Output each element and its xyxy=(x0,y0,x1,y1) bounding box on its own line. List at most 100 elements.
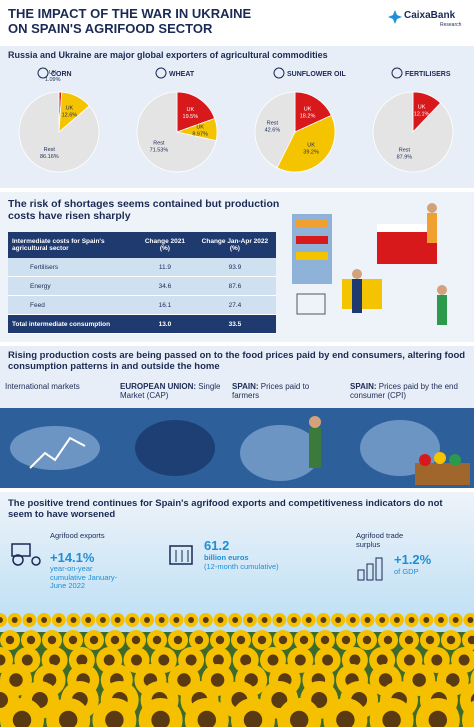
slice-name: Rest xyxy=(267,121,279,127)
sunflower-center xyxy=(335,617,342,623)
header-cell: Change 2021 (%) xyxy=(136,232,194,258)
sunflower-center xyxy=(89,635,99,645)
sunflower-center xyxy=(55,617,62,623)
sunflower-center xyxy=(246,617,253,623)
table-header: Intermediate costs for Spain's agricultu… xyxy=(8,232,276,258)
pie-slice xyxy=(176,91,216,133)
slice-name: Rest xyxy=(44,147,56,153)
cell: 87.6 xyxy=(193,276,276,296)
sunflower-center xyxy=(311,692,328,708)
sunflower-center xyxy=(26,617,33,623)
cell: 93.9 xyxy=(193,258,276,277)
sunflower-center xyxy=(320,617,327,623)
person xyxy=(437,285,447,295)
pie-icon xyxy=(155,67,167,79)
sunflower-center xyxy=(376,654,388,666)
sunflower-center xyxy=(194,635,204,645)
slice-name: UK xyxy=(66,105,74,111)
sunflower-center xyxy=(177,673,191,687)
exports-section: The positive trend continues for Spain's… xyxy=(0,492,474,727)
sunflower-center xyxy=(152,635,162,645)
sunflower-center xyxy=(76,654,88,666)
sunflower-center xyxy=(383,635,393,645)
stat-unit: billion euros xyxy=(204,553,249,562)
stat-label: Agrifood trade surplus xyxy=(356,531,404,549)
title: THE IMPACT OF THE WAR IN UKRAINE ON SPAIN… xyxy=(8,6,251,36)
sunflower-center xyxy=(144,617,150,623)
cell: 11.9 xyxy=(136,258,194,277)
sunflower-center xyxy=(58,710,78,727)
farmer xyxy=(309,416,321,428)
slice-value: 39.2% xyxy=(303,150,319,156)
title-line: THE IMPACT OF THE WAR IN UKRAINE xyxy=(8,6,252,21)
person xyxy=(352,279,362,313)
sunflower-center xyxy=(212,654,224,666)
stage-label: SPAIN: Prices paid by the end consumer (… xyxy=(350,382,470,400)
sunflower-center xyxy=(105,710,124,727)
sunflower-center xyxy=(362,635,372,645)
pie-icon xyxy=(273,67,285,79)
stage-bold: EUROPEAN UNION: xyxy=(120,382,197,391)
slice-value: 1.09% xyxy=(45,77,61,83)
slice-name: UK xyxy=(196,125,204,131)
pie-slice xyxy=(276,114,336,173)
pie-label: SUNFLOWER OIL xyxy=(287,71,346,78)
sunflower-center xyxy=(197,710,217,727)
sunflower-center xyxy=(210,673,225,687)
pie-slice xyxy=(136,91,217,173)
sunflower-center xyxy=(114,617,121,623)
sunflower-center xyxy=(305,617,312,623)
sunflower-center xyxy=(467,617,474,623)
sunflower-center xyxy=(261,617,268,623)
slice-value: 86.16% xyxy=(40,154,59,160)
stage-bold: SPAIN: xyxy=(350,382,377,391)
coins-icon xyxy=(357,557,383,581)
sunflower-center xyxy=(236,635,246,645)
produce-box xyxy=(415,463,470,485)
sunflower-center xyxy=(26,635,36,645)
sunflower-center xyxy=(257,635,267,645)
produce xyxy=(419,454,431,466)
sunflower-center xyxy=(217,617,224,623)
sunflower-center xyxy=(240,654,252,666)
stat-value: +14.1% xyxy=(50,550,95,565)
slice-name: UK xyxy=(187,107,195,113)
sunflower-center xyxy=(382,710,401,727)
cell: 27.4 xyxy=(193,295,276,315)
sunflower-center xyxy=(404,635,414,645)
pie-slice xyxy=(18,91,100,173)
pie-slice xyxy=(294,91,332,133)
pie-slice xyxy=(372,91,454,173)
sunflower-center xyxy=(378,673,393,687)
sunflower-center xyxy=(129,617,136,623)
sunflower-center xyxy=(379,617,386,623)
sunflower-center xyxy=(188,617,195,623)
table-total: Total intermediate consumption 13.0 33.5 xyxy=(8,314,276,334)
brand-sub: Research xyxy=(440,22,462,28)
slice-value: 87.9% xyxy=(397,155,413,161)
slice-name: UK xyxy=(304,106,312,112)
prices-section: Rising production costs are being passed… xyxy=(0,346,474,488)
sunflower-center xyxy=(291,617,297,623)
table-row: Fertilisers 11.9 93.9 xyxy=(8,258,276,277)
sunflower-center xyxy=(158,654,170,666)
sunflower-center xyxy=(185,654,197,666)
stage-bold: SPAIN: xyxy=(232,382,259,391)
pie-icon xyxy=(391,67,403,79)
sunflower-center xyxy=(158,617,165,623)
sunflower-center xyxy=(0,617,3,623)
slice-value: 12.6% xyxy=(62,112,78,118)
sunflower-center xyxy=(11,617,18,623)
cell: Total intermediate consumption xyxy=(8,314,136,334)
sunflower-center xyxy=(110,635,120,645)
sunflower-center xyxy=(276,617,283,623)
sunflower-center xyxy=(294,654,306,666)
cell: 13.0 xyxy=(136,314,194,334)
sunflower-center xyxy=(9,673,23,687)
table-row: Energy 34.6 87.6 xyxy=(8,276,276,296)
map-strip xyxy=(0,408,474,488)
sunflower-center xyxy=(271,692,288,708)
exporters-section: Russia and Ukraine are major global expo… xyxy=(0,46,474,188)
sunflower-center xyxy=(49,654,61,666)
